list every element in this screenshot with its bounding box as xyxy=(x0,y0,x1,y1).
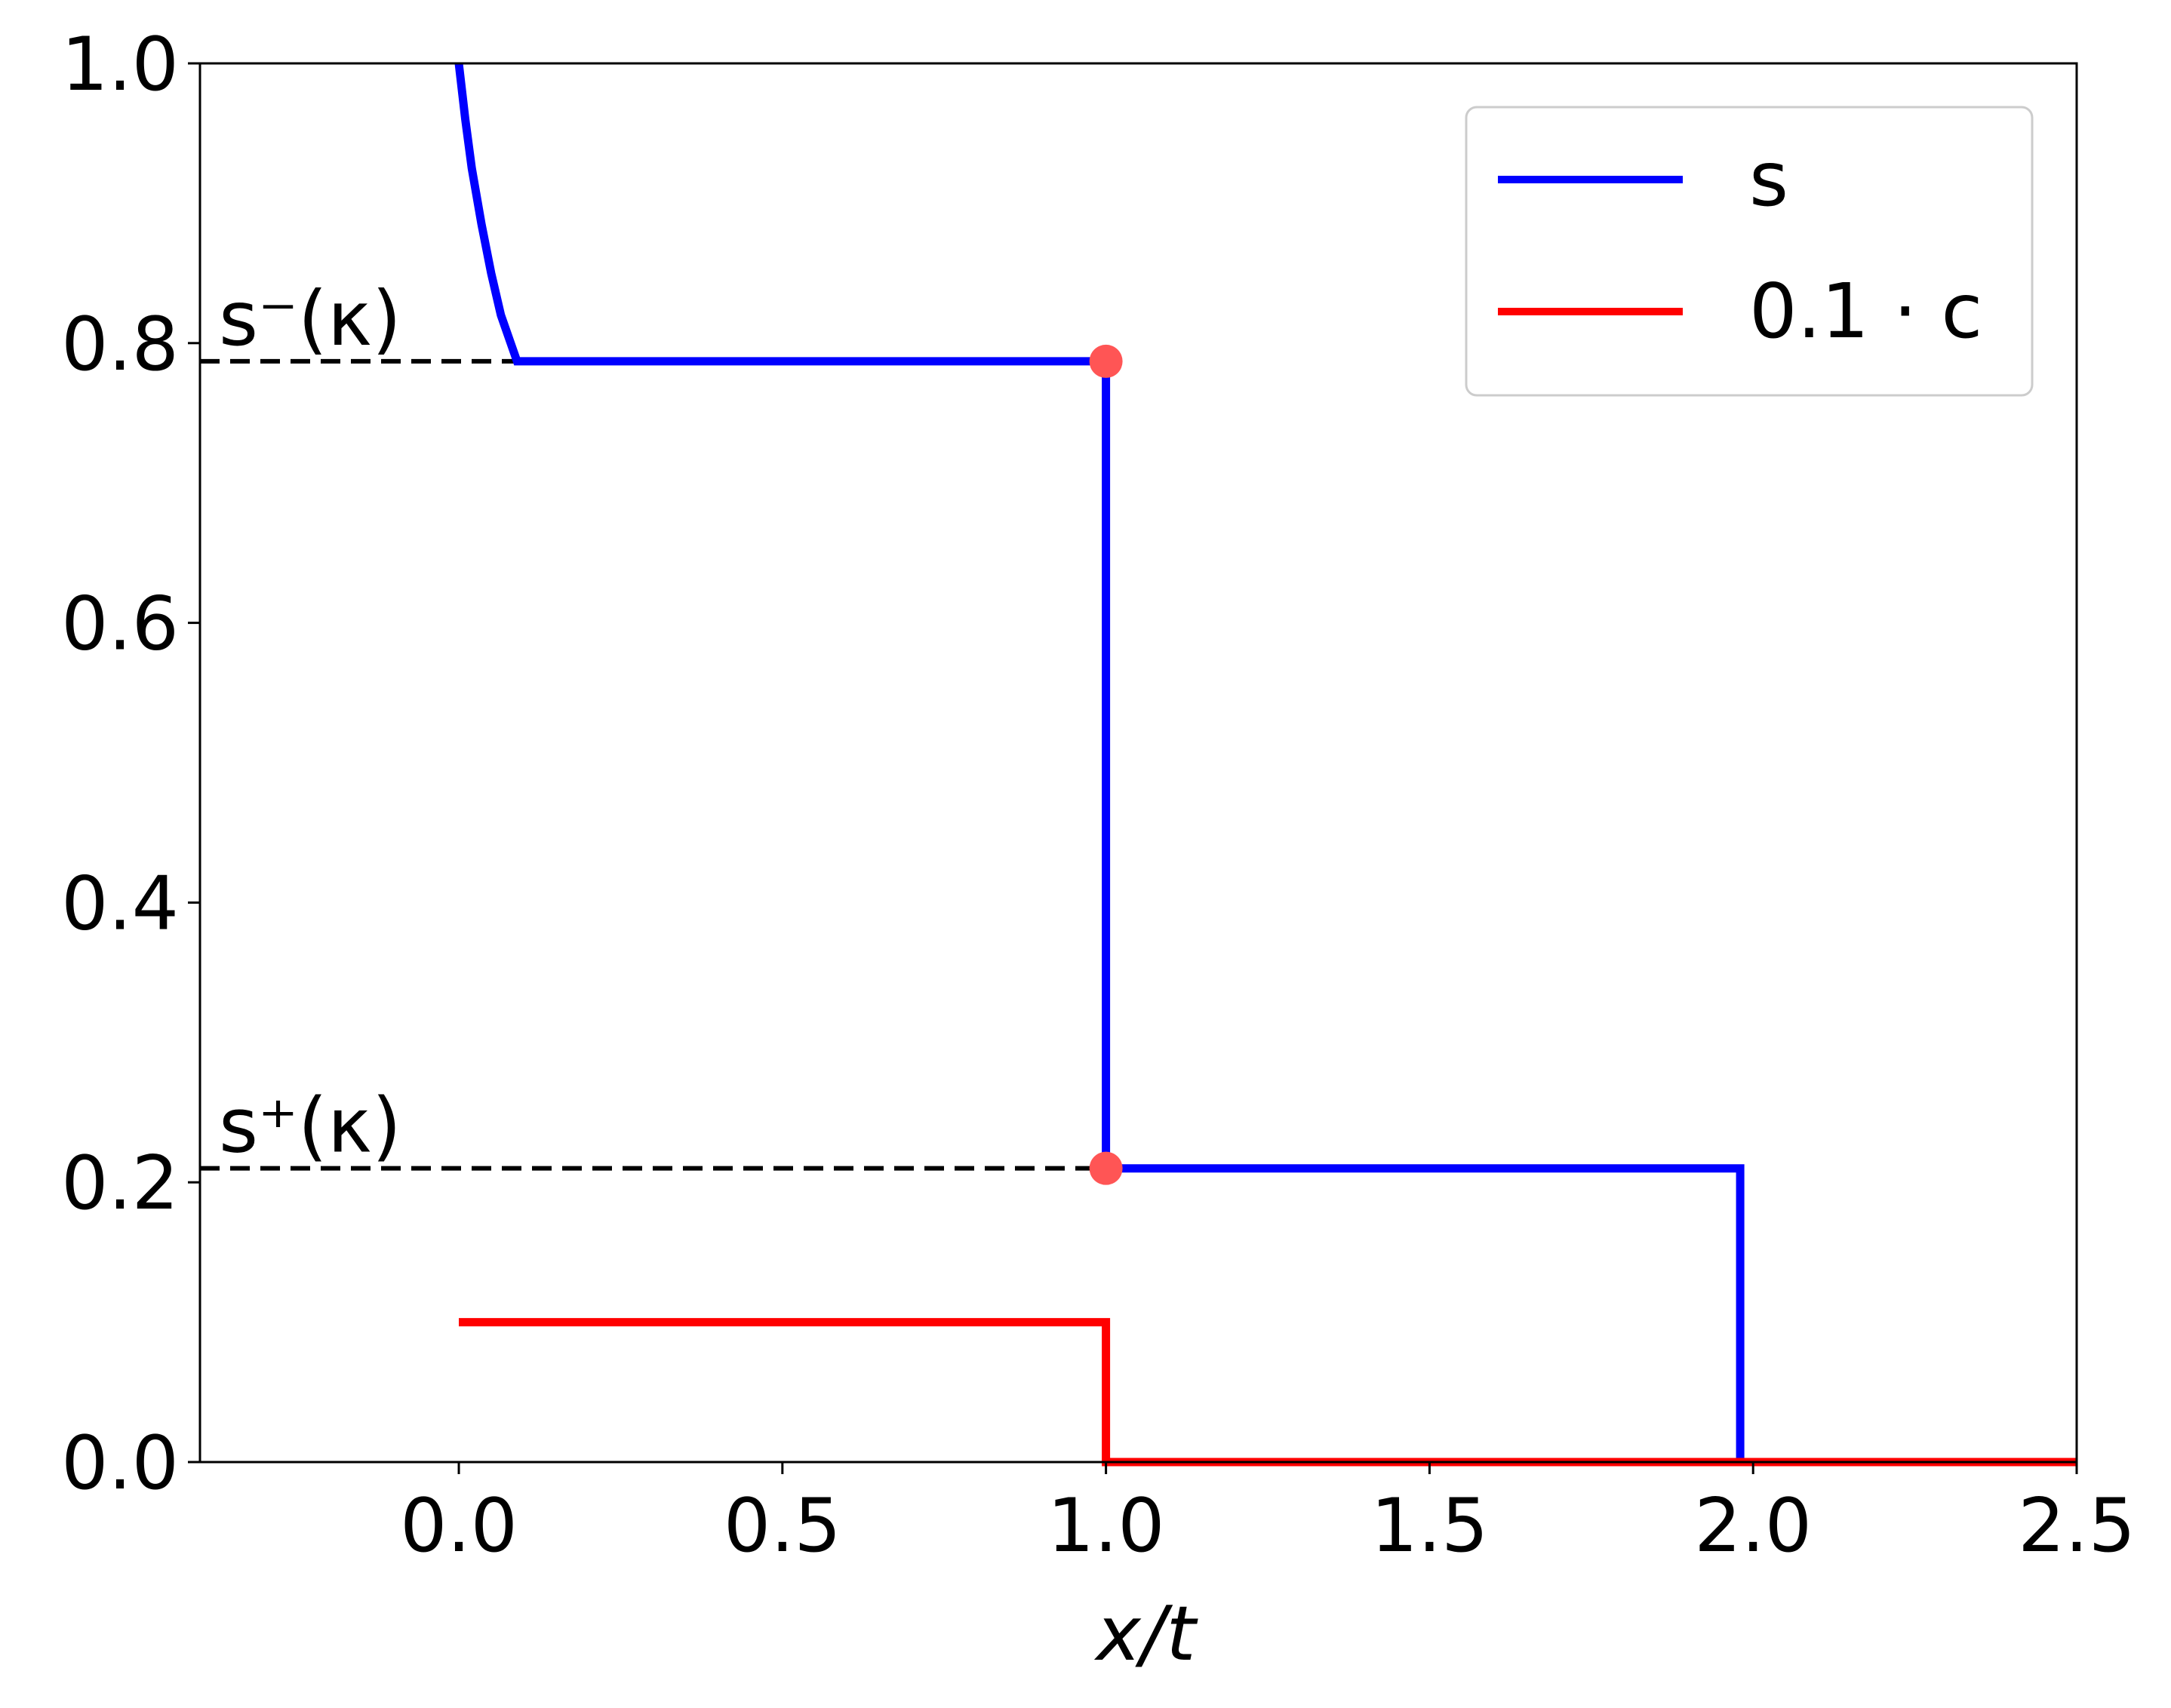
y-tick-label: 1.0 xyxy=(61,22,179,108)
x-tick-label: 2.5 xyxy=(2018,1483,2136,1569)
x-axis-label: x/t xyxy=(1093,1590,1198,1678)
s-plus-annotation: s⁺(κ) xyxy=(219,1082,401,1170)
series-line-s xyxy=(454,63,2077,1467)
s-minus-annotation: s⁻(κ) xyxy=(219,275,401,363)
y-tick-label: 0.4 xyxy=(61,861,179,947)
y-tick-label: 0.6 xyxy=(61,582,179,668)
legend: s 0.1 · c xyxy=(1465,106,2034,397)
x-tick-label: 0.0 xyxy=(400,1483,518,1569)
axes-frame xyxy=(198,62,2078,1464)
y-tick-label: 0.8 xyxy=(61,302,179,388)
x-tick-label: 1.5 xyxy=(1370,1483,1488,1569)
y-tick-label: 0.0 xyxy=(61,1421,179,1507)
ticks: 0.0 0.5 1.0 1.5 2.0 2.5 0.0 0.2 0.4 0.6 0.8 1.0 xyxy=(61,22,2136,1569)
x-tick-label: 0.5 xyxy=(724,1483,841,1569)
marker-point xyxy=(1089,344,1123,378)
y-tick-label: 0.2 xyxy=(61,1141,179,1227)
x-tick-label: 2.0 xyxy=(1694,1483,1812,1569)
legend-label-s: s xyxy=(1749,135,1788,223)
marker-point xyxy=(1089,1151,1123,1185)
x-tick-label: 1.0 xyxy=(1047,1483,1165,1569)
legend-label-c: 0.1 · c xyxy=(1749,267,1982,355)
